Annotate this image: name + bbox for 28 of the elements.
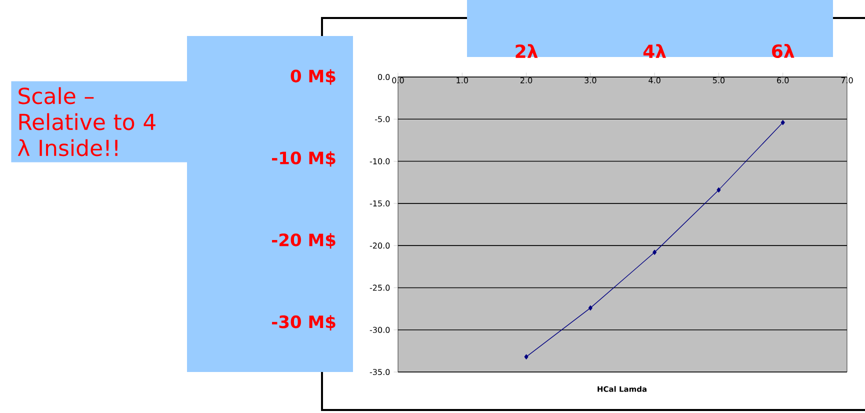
y-tick-label: -15.0 — [370, 200, 390, 206]
y2-tick-label: -30 M$ — [272, 315, 336, 331]
y-tick-label: -25.0 — [370, 284, 390, 291]
y-tick-label: -20.0 — [370, 242, 390, 249]
point — [524, 354, 528, 360]
y-tick-label: -35.0 — [370, 368, 390, 376]
point — [652, 250, 657, 255]
x2-tick-label: 4λ — [643, 44, 666, 58]
y2-tick-label: 0 M$ — [290, 69, 336, 85]
point — [780, 120, 785, 126]
x-tick-label: 0.0 — [392, 77, 404, 84]
y2-tick-label: -20 M$ — [272, 233, 336, 249]
y-tick-label: -10.0 — [370, 158, 390, 164]
x-tick-label: 3.0 — [584, 77, 596, 84]
x2-tick-label: 6λ — [772, 44, 794, 58]
x-tick-label: 4.0 — [648, 77, 660, 84]
x-tick-label: 7.0 — [841, 77, 853, 84]
y-tick-label: -5.0 — [374, 116, 390, 122]
x-tick-label: 5.0 — [712, 77, 725, 84]
x-tick-label: 2.0 — [520, 77, 532, 84]
y-tick-label: -30.0 — [370, 326, 390, 333]
text: Scale – Relative to 4 λ Inside!! — [18, 87, 156, 156]
x-tick-label: 6.0 — [777, 77, 789, 84]
x2-tick-label: 2λ — [516, 44, 538, 58]
x-tick-label: 1.0 — [456, 77, 468, 84]
point — [588, 305, 592, 310]
point — [716, 187, 721, 192]
y2-tick-label: -10 M$ — [272, 151, 336, 167]
